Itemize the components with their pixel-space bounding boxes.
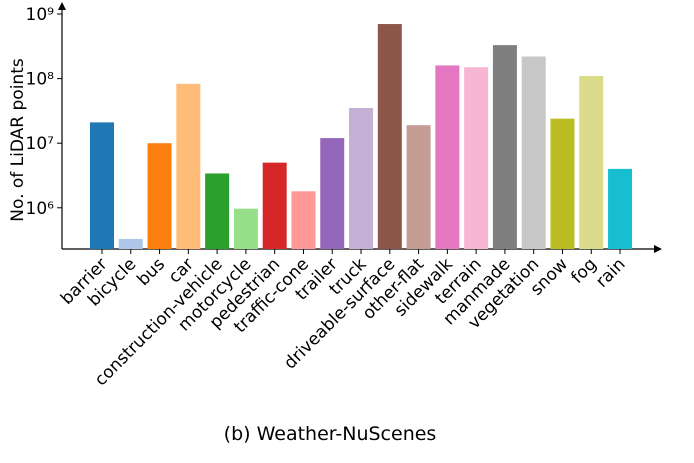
bar <box>579 75 604 249</box>
bar <box>233 208 258 249</box>
y-arrow <box>58 2 66 10</box>
bar <box>492 45 517 250</box>
bar <box>550 118 575 249</box>
bar <box>90 122 114 249</box>
bar <box>320 138 345 249</box>
bar <box>118 238 143 249</box>
y-tick-label: 10⁷ <box>26 134 55 154</box>
x-tick-label: rain <box>592 254 629 291</box>
bar <box>205 173 230 249</box>
y-tick-label: 10⁶ <box>26 199 55 219</box>
x-tick-label: fog <box>567 254 600 287</box>
bar <box>291 191 316 249</box>
bar <box>521 56 546 250</box>
y-tick-label: 10⁹ <box>26 5 55 25</box>
caption: (b) Weather-NuScenes <box>224 423 437 445</box>
bar <box>349 108 374 250</box>
x-tick-label: bus <box>133 254 169 290</box>
y-axis-label: No. of LiDAR points <box>8 58 28 222</box>
bar <box>464 67 489 250</box>
bar <box>262 162 287 249</box>
x-arrow <box>654 245 662 253</box>
y-tick-label: 10⁸ <box>26 70 55 90</box>
bar <box>608 168 633 249</box>
bar <box>176 83 201 250</box>
bar <box>147 143 172 249</box>
bar <box>406 125 431 249</box>
bar <box>377 24 402 249</box>
bar <box>435 65 460 250</box>
